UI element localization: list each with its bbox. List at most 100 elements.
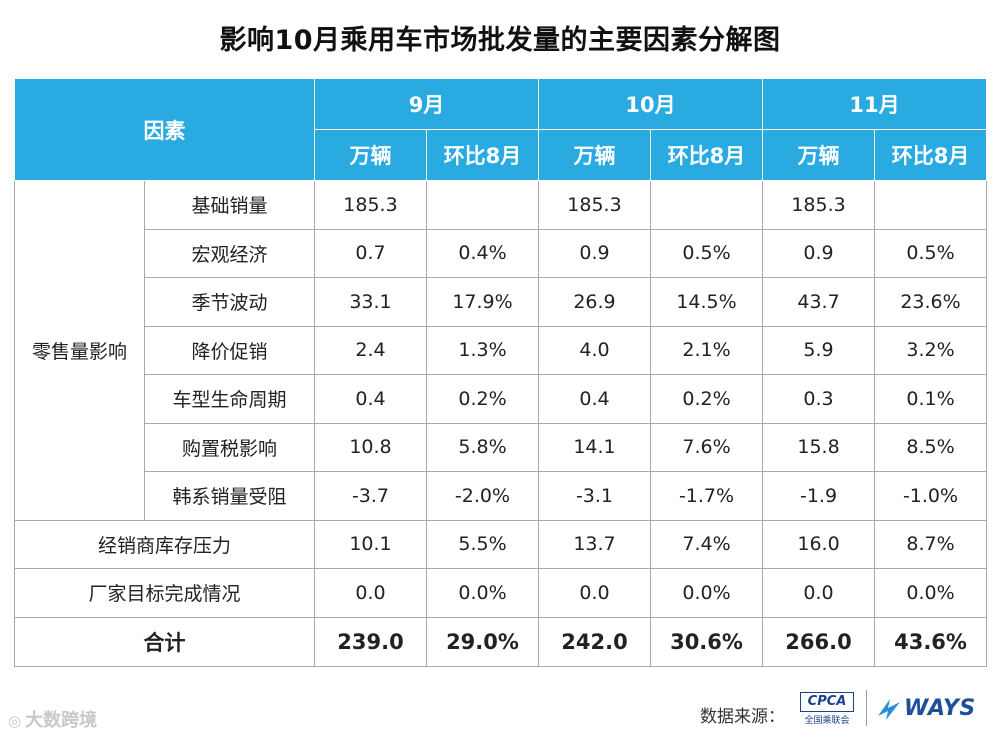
ratio-header: 环比8月 [649,129,764,181]
table-cell: 185.3 [762,180,876,230]
table-row: 经销商库存压力 10.1 5.5% 13.7 7.4% 16.0 8.7% [14,519,988,569]
table-cell: 0.4 [538,374,651,424]
total-cell: 29.0% [426,616,539,667]
total-cell: 43.6% [874,616,988,667]
table-cell: 185.3 [538,180,651,230]
month-header-sep: 9月 [314,78,539,130]
table-cell: 23.6% [874,277,988,327]
watermark-text: 大数跨境 [25,710,98,731]
table-cell: 2.1% [649,325,764,375]
table-cell: 5.8% [426,422,539,472]
table-cell: 0.4 [314,374,427,424]
table-cell: 7.4% [649,519,764,569]
table-cell: 0.3 [762,374,876,424]
table-cell: 0.1% [874,374,988,424]
table-cell: 0.0 [762,568,876,618]
table-cell: -3.7 [314,471,427,521]
table-cell: 0.2% [649,374,764,424]
row-label: 韩系销量受阻 [144,471,315,521]
table-row: 零售量影响 基础销量 185.3 185.3 185.3 [14,180,988,521]
unit-header: 万辆 [314,129,427,181]
table-cell: 10.1 [314,519,427,569]
footer: 数据来源： CPCA 全国乘联会 WAYS [0,688,1000,732]
table-cell: 0.0 [538,568,651,618]
unit-header: 万辆 [538,129,651,181]
table-cell: -1.9 [762,471,876,521]
table-cell: 0.4% [426,228,539,278]
table-cell: 7.6% [649,422,764,472]
table-cell: 26.9 [538,277,651,327]
retail-group-label: 零售量影响 [14,180,145,521]
table-row: 宏观经济 0.7 0.4% 0.9 0.5% 0.9 0.5% [15,228,988,278]
table-cell: 185.3 [314,180,427,230]
table-row: 车型生命周期 0.4 0.2% 0.4 0.2% 0.3 0.1% [15,374,988,424]
table-cell: 5.5% [426,519,539,569]
ratio-header: 环比8月 [426,129,539,181]
table-cell: 4.0 [538,325,651,375]
table-cell: 8.5% [874,422,988,472]
month-header-oct: 10月 [537,78,764,130]
table-cell [649,180,764,230]
row-label: 厂家目标完成情况 [14,568,315,618]
logo-divider [866,690,867,726]
table-row: 购置税影响 10.8 5.8% 14.1 7.6% 15.8 8.5% [15,422,988,472]
row-label: 宏观经济 [144,228,315,278]
table-cell: 0.0% [426,568,539,618]
table-cell: 14.1 [538,422,651,472]
table-cell: 0.0% [649,568,764,618]
table-cell: 5.9 [762,325,876,375]
table-cell: 0.0% [874,568,988,618]
table-cell: 13.7 [538,519,651,569]
table-cell: 2.4 [314,325,427,375]
row-label: 季节波动 [144,277,315,327]
ways-logo-text: WAYS [904,696,976,721]
total-label: 合计 [14,616,315,667]
page-title: 影响10月乘用车市场批发量的主要因素分解图 [219,25,781,56]
total-row: 合计 239.0 29.0% 242.0 30.6% 266.0 43.6% [14,616,988,667]
ways-logo: WAYS [876,694,976,724]
table-row: 季节波动 33.1 17.9% 26.9 14.5% 43.7 23.6% [15,277,988,327]
factor-header: 因素 [14,78,315,181]
row-label: 经销商库存压力 [14,519,315,569]
table-cell: 43.7 [762,277,876,327]
table-cell: 17.9% [426,277,539,327]
table-cell: 16.0 [762,519,876,569]
table-cell: -2.0% [426,471,539,521]
watermark: ◎ 大数跨境 [8,706,97,732]
table-cell: 15.8 [762,422,876,472]
table-cell: 0.9 [538,228,651,278]
table-cell: -3.1 [538,471,651,521]
table-row: 降价促销 2.4 1.3% 4.0 2.1% 5.9 3.2% [15,325,988,375]
table-cell: -1.0% [874,471,988,521]
table-cell: 3.2% [874,325,988,375]
table-cell: 0.0 [314,568,427,618]
source-label: 数据来源： [700,707,785,727]
table-cell: 0.5% [874,228,988,278]
table-cell [426,180,539,230]
unit-header: 万辆 [762,129,876,181]
cpca-logo: CPCA 全国乘联会 [800,692,854,726]
table-cell: 8.7% [874,519,988,569]
row-label: 购置税影响 [144,422,315,472]
cpca-logo-sub: 全国乘联会 [804,716,850,726]
table-cell: -1.7% [649,471,764,521]
table-cell: 1.3% [426,325,539,375]
table-cell: 0.5% [649,228,764,278]
table-cell: 10.8 [314,422,427,472]
table-row: 厂家目标完成情况 0.0 0.0% 0.0 0.0% 0.0 0.0% [14,568,988,618]
table-cell: 0.7 [314,228,427,278]
total-cell: 266.0 [762,616,876,667]
table-cell: 0.9 [762,228,876,278]
cpca-logo-text: CPCA [800,692,854,712]
row-label: 降价促销 [144,325,315,375]
chat-bubble-icon: ◎ [8,712,22,730]
ratio-header: 环比8月 [874,129,988,181]
row-label: 车型生命周期 [144,374,315,424]
table-cell: 14.5% [649,277,764,327]
total-cell: 239.0 [314,616,427,667]
total-cell: 242.0 [538,616,651,667]
total-cell: 30.6% [649,616,764,667]
table-cell [874,180,988,230]
table-cell: 33.1 [314,277,427,327]
table-cell: 0.2% [426,374,539,424]
